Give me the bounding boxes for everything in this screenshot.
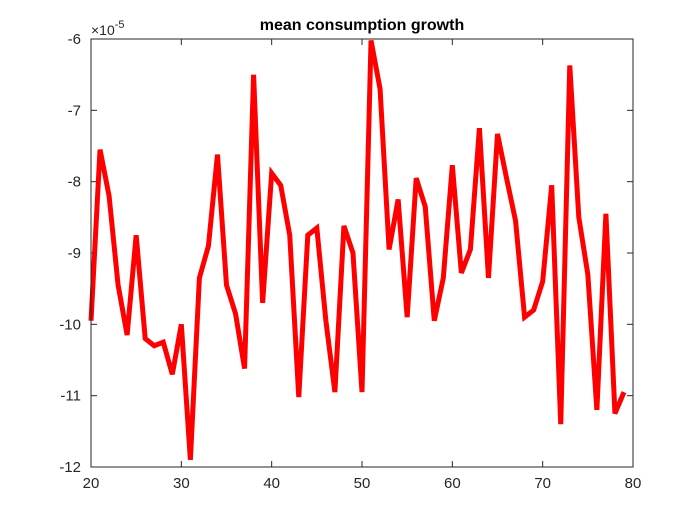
y-tick-label: -11 (60, 388, 81, 405)
y-tick-label: -6 (68, 31, 81, 48)
x-tick-label: 70 (534, 475, 551, 492)
y-axis: -12 -11 -10 -9 -8 -7 -6 (59, 31, 633, 476)
y-tick-label: -10 (59, 316, 81, 333)
series-line-0 (88, 39, 627, 461)
y-tick-label: -8 (68, 174, 81, 191)
x-tick-label: 20 (83, 475, 100, 492)
chart-title: mean consumption growth (260, 17, 464, 34)
y-tick-label: -7 (68, 102, 81, 119)
x-tick-label: 50 (354, 475, 371, 492)
y-tick-label: -12 (59, 459, 81, 476)
y-exponent-base: ×10 (91, 22, 115, 38)
x-tick-label: 40 (263, 475, 280, 492)
y-tick-label: -9 (68, 245, 81, 262)
y-exponent-label: ×10-5 (91, 19, 125, 38)
plot-frame (90, 38, 634, 468)
x-tick-label: 60 (444, 475, 461, 492)
x-tick-label: 80 (625, 475, 642, 492)
series-layer (88, 39, 627, 461)
x-tick-label: 30 (173, 475, 190, 492)
y-exponent-power: -5 (115, 19, 125, 31)
plot-background (91, 39, 633, 467)
